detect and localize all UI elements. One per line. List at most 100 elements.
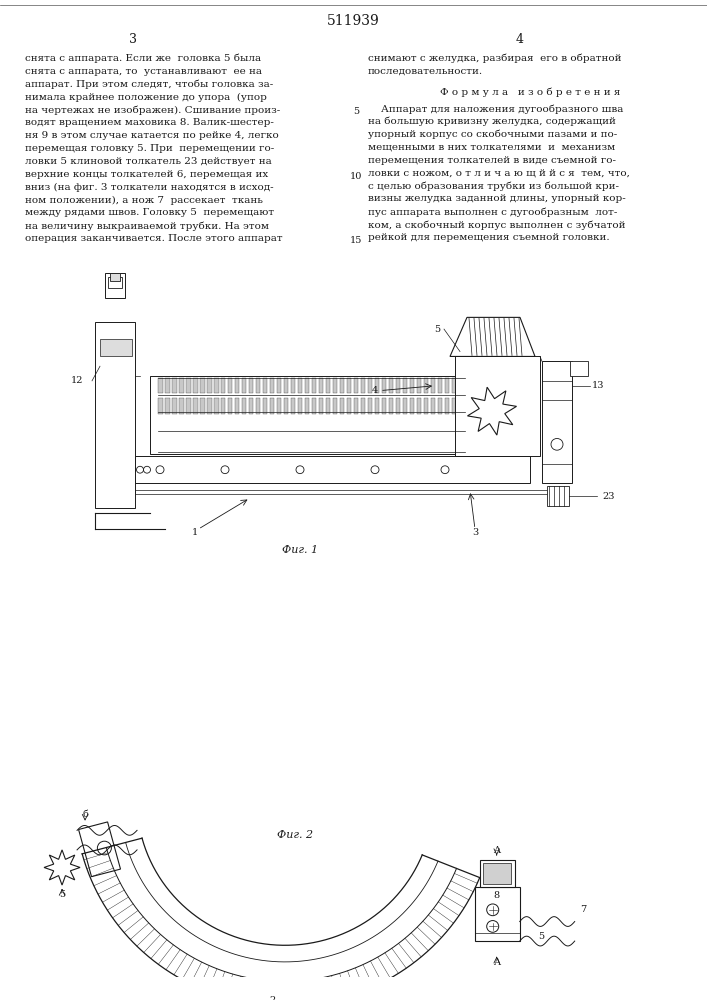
Text: операция заканчивается. После этого аппарат: операция заканчивается. После этого аппа… xyxy=(25,234,283,243)
Bar xyxy=(347,398,351,414)
Text: упорный корпус со скобочными пазами и по-: упорный корпус со скобочными пазами и по… xyxy=(368,130,617,139)
Text: перемещая головку 5. При  перемещении го-: перемещая головку 5. При перемещении го- xyxy=(25,144,274,153)
Bar xyxy=(194,398,197,414)
Bar xyxy=(207,398,211,414)
Text: 3: 3 xyxy=(129,33,137,46)
Text: ловки 5 клиновой толкатель 23 действует на: ловки 5 клиновой толкатель 23 действует … xyxy=(25,157,271,166)
Text: 15: 15 xyxy=(350,236,362,245)
Bar xyxy=(100,339,132,356)
Text: ком, а скобочный корпус выполнен с зубчатой: ком, а скобочный корпус выполнен с зубча… xyxy=(368,220,626,230)
Bar xyxy=(326,378,330,393)
Polygon shape xyxy=(467,387,517,435)
Bar xyxy=(340,398,344,414)
Bar xyxy=(403,398,407,414)
Bar xyxy=(319,378,323,393)
Bar xyxy=(180,398,184,414)
Bar xyxy=(375,378,379,393)
Bar xyxy=(173,398,177,414)
Text: б: б xyxy=(82,810,88,819)
Bar xyxy=(187,398,191,414)
Text: верхние концы толкателей 6, перемещая их: верхние концы толкателей 6, перемещая их xyxy=(25,170,268,179)
Bar xyxy=(187,378,191,393)
Bar xyxy=(333,398,337,414)
Text: 4: 4 xyxy=(372,386,378,395)
Polygon shape xyxy=(78,822,120,877)
Bar xyxy=(483,863,510,884)
Bar xyxy=(150,376,510,454)
Bar xyxy=(214,378,218,393)
Text: рейкой для перемещения съемной головки.: рейкой для перемещения съемной головки. xyxy=(368,233,609,242)
Bar xyxy=(438,398,442,414)
Bar xyxy=(547,486,569,506)
Bar xyxy=(431,398,435,414)
Text: ловки с ножом, о т л и ч а ю щ й й с я  тем, что,: ловки с ножом, о т л и ч а ю щ й й с я т… xyxy=(368,169,630,178)
Bar xyxy=(312,378,316,393)
Bar xyxy=(221,398,226,414)
Bar xyxy=(305,378,309,393)
Bar xyxy=(354,398,358,414)
Bar xyxy=(228,378,233,393)
Bar xyxy=(445,398,449,414)
Bar xyxy=(445,378,449,393)
Text: снята с аппарата. Если же  головка 5 была: снята с аппарата. Если же головка 5 была xyxy=(25,54,261,63)
Text: A: A xyxy=(493,958,501,967)
Bar xyxy=(256,398,260,414)
Bar xyxy=(243,378,247,393)
Bar xyxy=(110,273,120,281)
Text: нимала крайнее положение до упора  (упор: нимала крайнее положение до упора (упор xyxy=(25,92,267,102)
Bar xyxy=(570,361,588,376)
Bar xyxy=(256,378,260,393)
Bar xyxy=(135,490,560,494)
Text: снимают с желудка, разбирая  его в обратной: снимают с желудка, разбирая его в обратн… xyxy=(368,54,621,63)
Bar xyxy=(480,860,515,887)
Bar xyxy=(542,361,572,483)
Text: на чертежах не изображен). Сшивание произ-: на чертежах не изображен). Сшивание прои… xyxy=(25,105,280,115)
Text: визны желудка заданной длины, упорный кор-: визны желудка заданной длины, упорный ко… xyxy=(368,194,626,203)
Bar xyxy=(333,378,337,393)
Bar xyxy=(347,378,351,393)
Bar xyxy=(455,356,540,456)
Bar xyxy=(270,398,274,414)
Text: 13: 13 xyxy=(592,381,604,390)
Polygon shape xyxy=(44,850,80,885)
Text: 4: 4 xyxy=(516,33,524,46)
Bar xyxy=(249,398,253,414)
Text: ном положении), а нож 7  рассекает  ткань: ном положении), а нож 7 рассекает ткань xyxy=(25,196,263,205)
Text: 511939: 511939 xyxy=(327,14,380,28)
Bar xyxy=(409,378,414,393)
Bar xyxy=(305,398,309,414)
Bar xyxy=(474,887,520,941)
Bar xyxy=(396,378,400,393)
Text: на большую кривизну желудка, содержащий: на большую кривизну желудка, содержащий xyxy=(368,117,616,126)
Text: аппарат. При этом следят, чтобы головка за-: аппарат. При этом следят, чтобы головка … xyxy=(25,79,273,89)
Text: 5: 5 xyxy=(59,890,65,899)
Text: на величину выкраиваемой трубки. На этом: на величину выкраиваемой трубки. На этом xyxy=(25,221,269,231)
Bar xyxy=(423,398,428,414)
Bar xyxy=(403,378,407,393)
Bar xyxy=(263,398,267,414)
Text: с целью образования трубки из большой кри-: с целью образования трубки из большой кр… xyxy=(368,181,619,191)
Text: Аппарат для наложения дугообразного шва: Аппарат для наложения дугообразного шва xyxy=(368,104,624,114)
Bar xyxy=(214,398,218,414)
Text: 1: 1 xyxy=(192,528,198,537)
Text: 12: 12 xyxy=(71,376,83,385)
Bar xyxy=(263,378,267,393)
Bar xyxy=(284,398,288,414)
Bar xyxy=(319,398,323,414)
Bar xyxy=(200,378,204,393)
Text: 5: 5 xyxy=(434,325,440,334)
Bar xyxy=(277,398,281,414)
Text: вниз (на фиг. 3 толкатели находятся в исход-: вниз (на фиг. 3 толкатели находятся в ис… xyxy=(25,183,274,192)
Bar xyxy=(409,398,414,414)
Bar xyxy=(361,398,365,414)
Bar xyxy=(459,398,462,414)
Polygon shape xyxy=(450,317,535,356)
Bar xyxy=(312,398,316,414)
Bar xyxy=(452,398,456,414)
Bar xyxy=(431,378,435,393)
Bar xyxy=(165,398,170,414)
Bar xyxy=(326,398,330,414)
Bar xyxy=(221,378,226,393)
Bar xyxy=(228,398,233,414)
Bar xyxy=(416,378,421,393)
